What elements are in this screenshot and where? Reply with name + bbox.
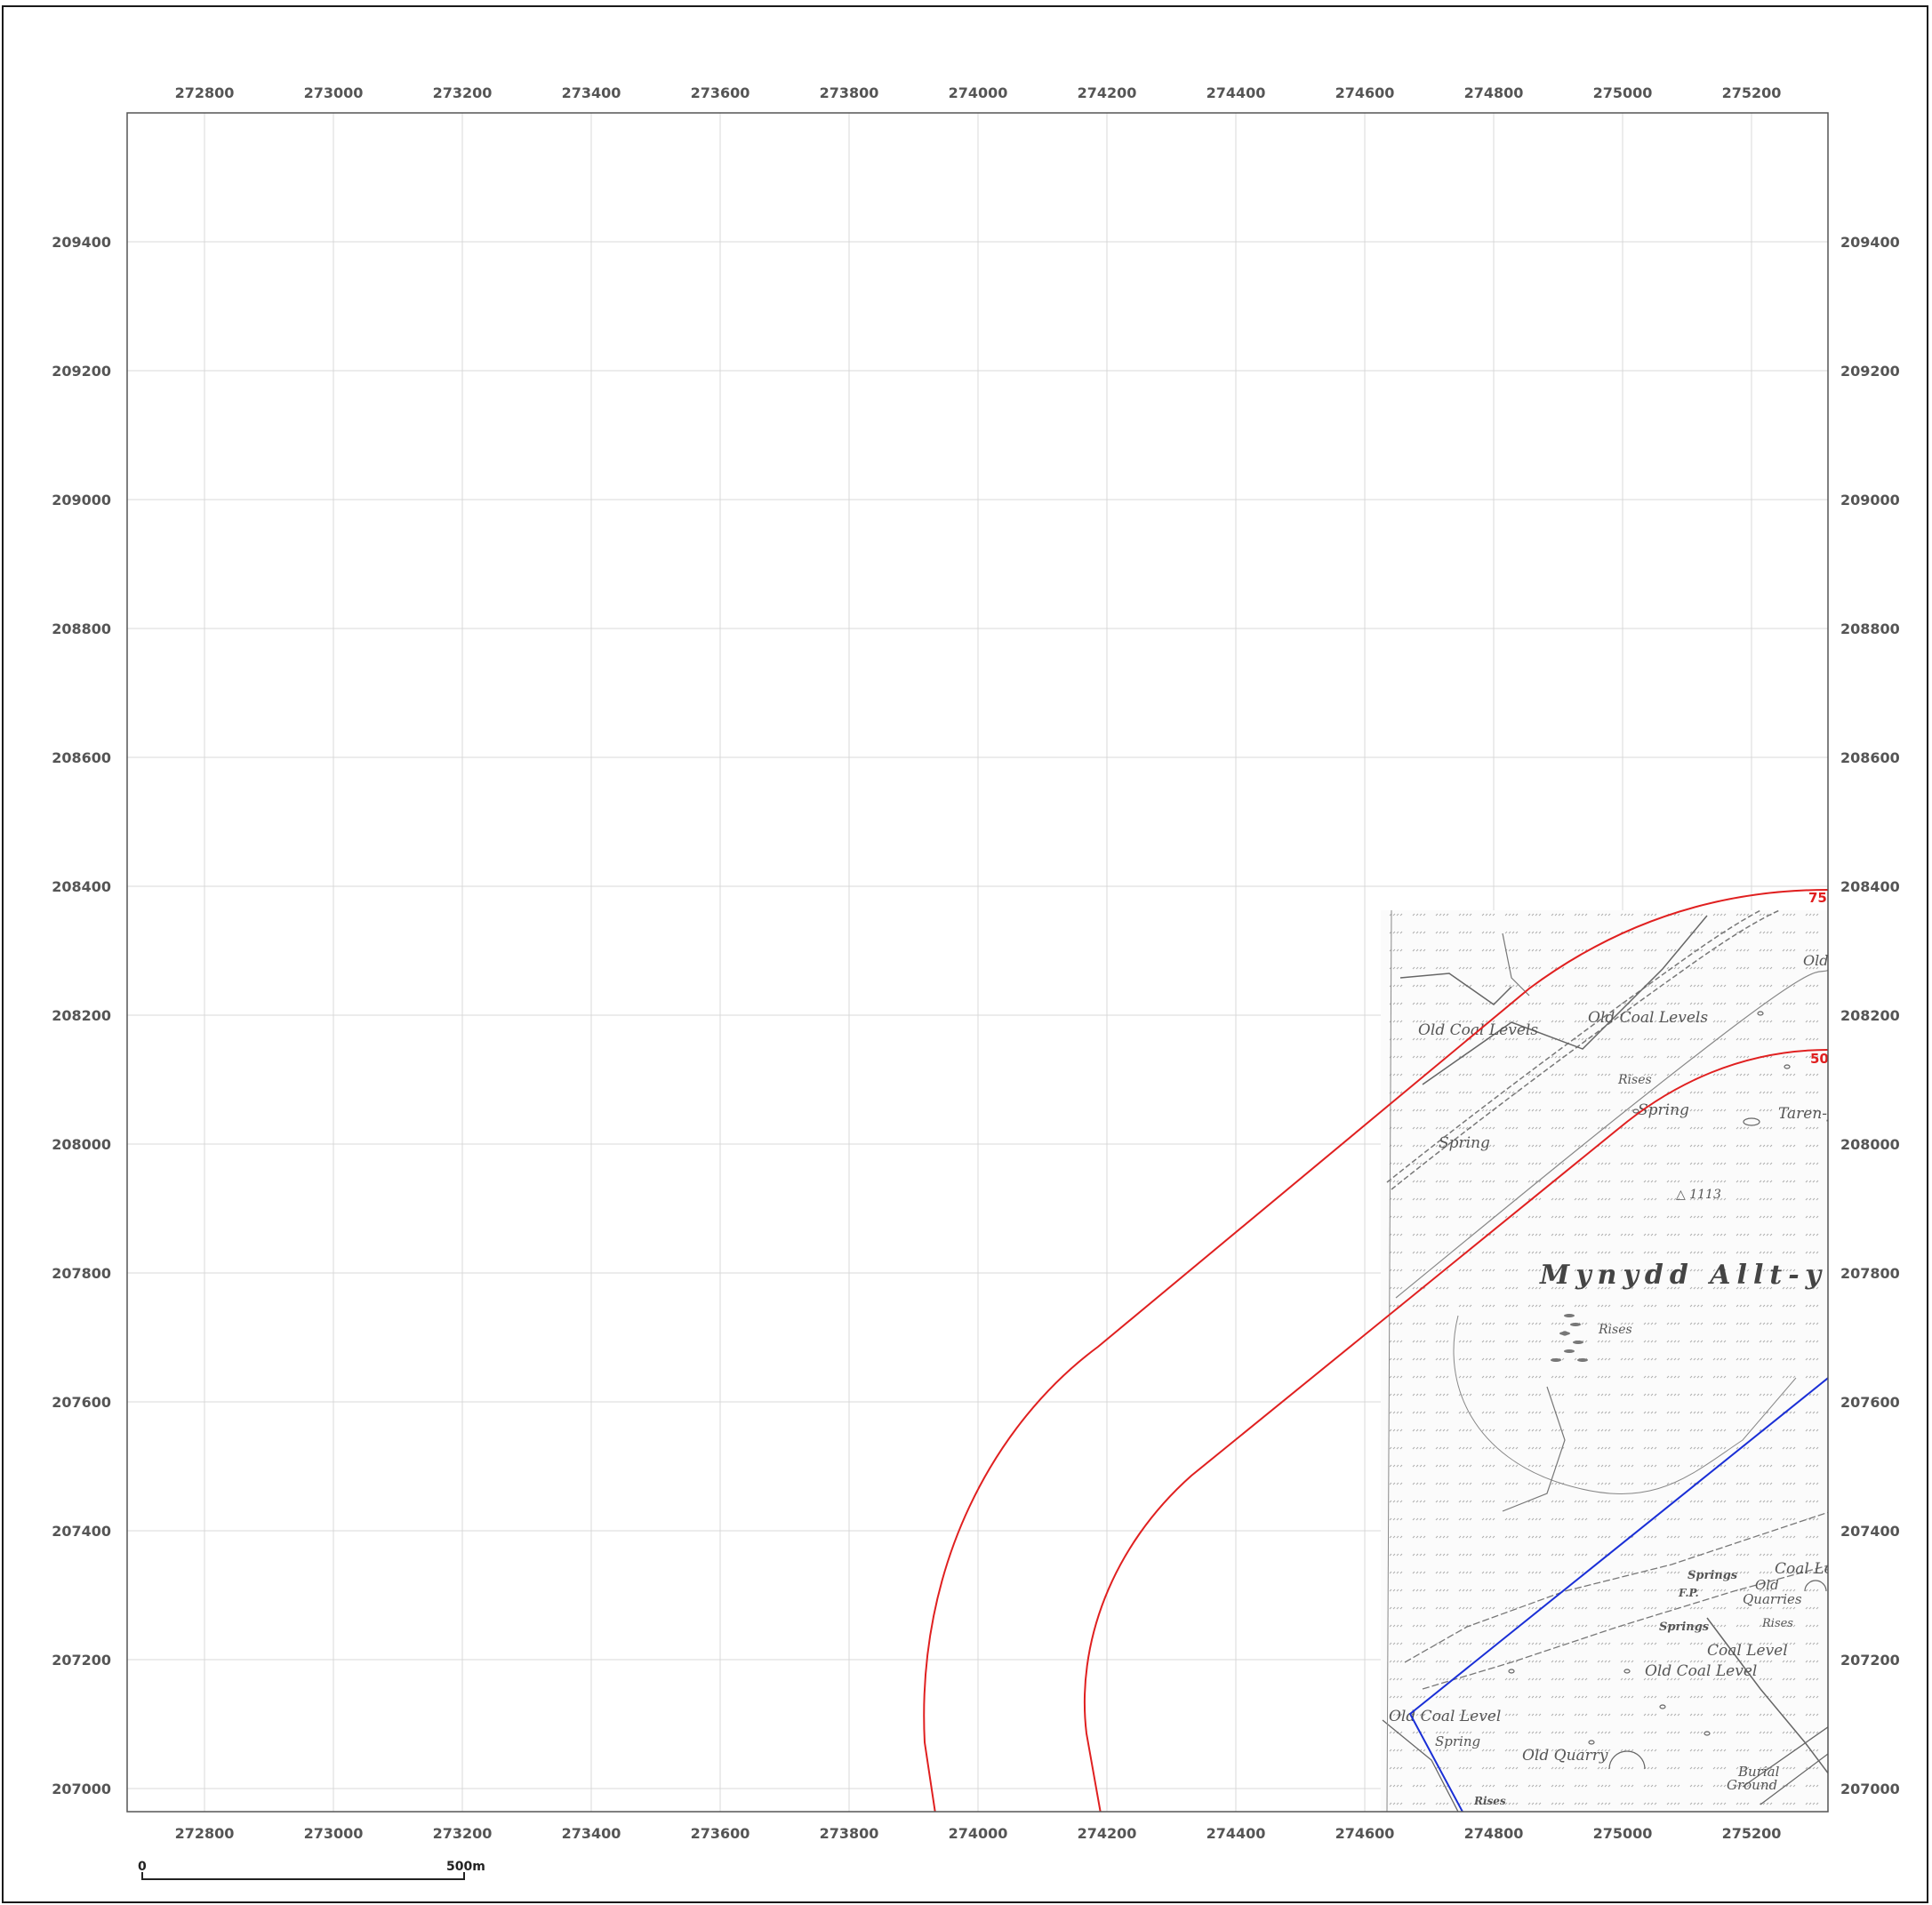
map-frame — [126, 112, 1829, 1813]
buffer-ring-50 — [1083, 1049, 1828, 1812]
grid-lines — [127, 113, 1828, 1812]
y-tick-label-right: 207200 — [1840, 1652, 1900, 1669]
y-tick-label-right: 207600 — [1840, 1394, 1900, 1411]
y-tick-label-left: 209400 — [52, 234, 111, 251]
y-tick-label-left: 208400 — [52, 878, 111, 895]
map-label: Coal Le — [1775, 1560, 1833, 1578]
map-label: Spring — [1439, 1134, 1490, 1152]
map-label: Quarries — [1743, 1591, 1802, 1607]
map-label: Rises — [1598, 1323, 1632, 1337]
buffer-ring-label-75: 75 — [1808, 890, 1827, 906]
x-tick-label-bottom: 273200 — [433, 1825, 493, 1842]
y-tick-label-right: 209400 — [1840, 234, 1900, 251]
y-tick-label-right: 209000 — [1840, 492, 1900, 508]
map-label: Coal Level — [1707, 1642, 1788, 1660]
y-tick-label-left: 207600 — [52, 1394, 111, 1411]
x-axis-top-labels: 272800 273000 273200 273400 273600 273800 2740… — [175, 84, 1782, 101]
map-label: Rises — [1617, 1073, 1652, 1087]
map-label: F.P. — [1678, 1587, 1699, 1599]
buffer-ring-label-50: 50 — [1810, 1051, 1829, 1067]
y-tick-label-left: 209200 — [52, 363, 111, 380]
y-tick-label-left: 207400 — [52, 1523, 111, 1540]
site-boundary-line — [1408, 1376, 1828, 1812]
map-label: Old Coal Level — [1645, 1662, 1757, 1680]
map-place-name: Mynydd Allt-y-gr — [1539, 1260, 1889, 1291]
map-label: △ 1113 — [1676, 1188, 1721, 1202]
y-tick-label-left: 207800 — [52, 1265, 111, 1282]
x-tick-label-top: 275000 — [1593, 84, 1653, 101]
x-tick-label-bottom: 275000 — [1593, 1825, 1653, 1842]
x-tick-label-top: 273200 — [433, 84, 493, 101]
x-tick-label-top: 275200 — [1722, 84, 1782, 101]
x-tick-label-bottom: 274600 — [1335, 1825, 1395, 1842]
x-tick-label-top: 274600 — [1335, 84, 1395, 101]
x-tick-label-top: 274200 — [1078, 84, 1137, 101]
y-axis-left-labels: 209400 209200 209000 208800 208600 208400 2082… — [52, 234, 111, 1797]
y-tick-label-left: 207200 — [52, 1652, 111, 1669]
x-tick-label-bottom: 273400 — [562, 1825, 621, 1842]
map-label: Taren-y — [1778, 1105, 1836, 1123]
x-tick-label-top: 273400 — [562, 84, 621, 101]
map-label: Rises — [1473, 1795, 1506, 1807]
x-tick-label-bottom: 274400 — [1206, 1825, 1266, 1842]
map-label: Spring — [1638, 1101, 1689, 1119]
y-tick-label-left: 208200 — [52, 1007, 111, 1024]
map-label: Old — [1803, 952, 1828, 969]
x-axis-bottom-labels: 272800 273000 273200 273400 273600 273800 2740… — [175, 1825, 1782, 1842]
y-tick-label-right: 207800 — [1840, 1265, 1900, 1282]
y-tick-label-right: 207000 — [1840, 1781, 1900, 1797]
x-tick-label-top: 274400 — [1206, 84, 1266, 101]
x-tick-label-top: 273600 — [691, 84, 750, 101]
y-tick-label-right: 208400 — [1840, 878, 1900, 895]
y-tick-label-left: 208600 — [52, 749, 111, 766]
y-tick-label-right: 209200 — [1840, 363, 1900, 380]
x-tick-label-top: 273800 — [820, 84, 879, 101]
map-label: Springs — [1687, 1569, 1738, 1582]
map-label: Old — [1755, 1577, 1779, 1593]
y-tick-label-right: 208000 — [1840, 1136, 1900, 1153]
x-tick-label-bottom: 274000 — [949, 1825, 1008, 1842]
map-label: Burial — [1737, 1764, 1780, 1780]
y-tick-label-left: 208000 — [52, 1136, 111, 1153]
y-tick-label-left: 207000 — [52, 1781, 111, 1797]
scale-start-label: 0 — [138, 1860, 147, 1874]
x-tick-label-top: 272800 — [175, 84, 235, 101]
y-tick-label-right: 207400 — [1840, 1523, 1900, 1540]
x-tick-label-top: 274800 — [1464, 84, 1524, 101]
y-tick-label-right: 208600 — [1840, 749, 1900, 766]
map-label: Rises — [1761, 1617, 1793, 1630]
x-tick-label-top: 273000 — [304, 84, 364, 101]
scale-end-label: 500m — [446, 1860, 485, 1874]
map-label: Spring — [1435, 1733, 1480, 1749]
y-tick-label-right: 208200 — [1840, 1007, 1900, 1024]
historic-map-tile: Old Coal Levels Old Coal Levels Old Rise… — [1381, 910, 1889, 1812]
x-tick-label-top: 274000 — [949, 84, 1008, 101]
map-label: Old Quarry — [1522, 1747, 1608, 1765]
x-tick-label-bottom: 273600 — [691, 1825, 750, 1842]
x-tick-label-bottom: 274200 — [1078, 1825, 1137, 1842]
x-tick-label-bottom: 274800 — [1464, 1825, 1524, 1842]
x-tick-label-bottom: 272800 — [175, 1825, 235, 1842]
y-axis-right-labels: 209400 209200 209000 208800 208600 208400 2082… — [1840, 234, 1900, 1797]
buffer-ring-75 — [923, 889, 1828, 1812]
page-frame — [2, 5, 1928, 1903]
y-tick-label-right: 208800 — [1840, 620, 1900, 637]
x-tick-label-bottom: 275200 — [1722, 1825, 1782, 1842]
x-tick-label-bottom: 273800 — [820, 1825, 879, 1842]
map-label: Old Coal Levels — [1588, 1009, 1708, 1027]
map-label: Old Coal Level — [1389, 1708, 1501, 1725]
x-tick-label-bottom: 273000 — [304, 1825, 364, 1842]
map-label: Ground — [1727, 1777, 1777, 1793]
y-tick-label-left: 208800 — [52, 620, 111, 637]
map-label: Springs — [1659, 1621, 1710, 1634]
scale-bar: 0 500m — [138, 1860, 485, 1880]
y-tick-label-left: 209000 — [52, 492, 111, 508]
